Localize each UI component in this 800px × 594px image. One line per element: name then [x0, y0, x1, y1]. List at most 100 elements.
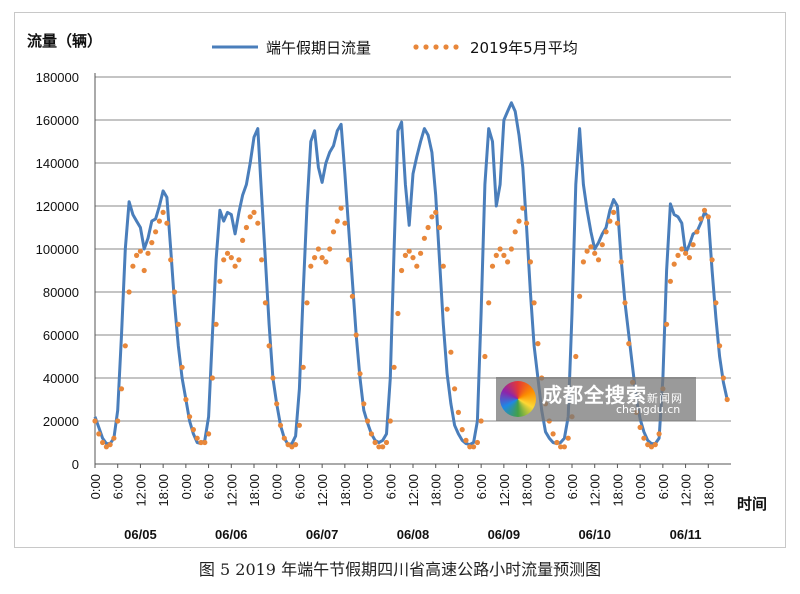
- data-point: [111, 435, 117, 441]
- day-label: 06/06: [215, 527, 248, 542]
- data-point: [421, 235, 427, 241]
- x-tick-label: 0:00: [633, 474, 648, 499]
- data-point: [353, 332, 359, 338]
- labels: 0 20000 40000 60000 80000 100000 120000 140000 1…: [27, 32, 767, 542]
- data-point: [187, 414, 193, 420]
- data-point: [414, 263, 420, 269]
- data-point: [603, 229, 609, 235]
- x-tick-label: 6:00: [565, 474, 580, 499]
- data-point: [368, 431, 374, 437]
- data-point: [96, 431, 102, 437]
- data-point: [648, 444, 655, 450]
- data-point: [376, 444, 382, 450]
- data-point: [251, 209, 257, 215]
- data-point: [694, 229, 700, 235]
- data-point: [149, 240, 155, 246]
- data-point: [100, 439, 106, 446]
- x-tick-label: 6:00: [292, 474, 307, 499]
- data-point: [701, 207, 708, 213]
- data-point: [209, 375, 215, 381]
- x-tick-label: 18:00: [247, 474, 262, 507]
- x-tick-label: 6:00: [383, 474, 398, 499]
- y-tick-label: 80000: [43, 285, 79, 300]
- data-point: [611, 209, 617, 215]
- x-tick-label: 18:00: [610, 474, 625, 507]
- data-point: [274, 401, 280, 407]
- data-point: [164, 220, 170, 226]
- day-label: 06/07: [306, 527, 339, 542]
- data-point: [520, 205, 526, 211]
- data-point: [171, 289, 178, 295]
- legend: 端午假期日流量 2019年5月平均: [212, 39, 578, 57]
- data-point: [565, 435, 571, 441]
- y-axis-title: 流量（辆）: [27, 32, 102, 50]
- data-point: [240, 237, 246, 243]
- data-point: [595, 257, 602, 263]
- legend-swatch-dot: [423, 44, 429, 50]
- legend-label-forecast: 端午假期日流量: [266, 39, 371, 57]
- data-point: [372, 439, 378, 446]
- data-point: [410, 255, 416, 261]
- data-point: [618, 259, 624, 265]
- data-point: [580, 259, 587, 265]
- data-point: [433, 209, 439, 215]
- data-point: [285, 442, 291, 448]
- data-point: [293, 442, 299, 448]
- data-point: [455, 409, 461, 415]
- data-point: [406, 248, 412, 254]
- x-tick-label: 18:00: [701, 474, 716, 507]
- data-point: [198, 439, 204, 446]
- y-tick-label: 160000: [36, 113, 79, 128]
- x-axis-title: 时间: [737, 495, 767, 513]
- data-point: [183, 396, 189, 403]
- data-point: [319, 255, 325, 261]
- y-tick-label: 0: [72, 457, 79, 472]
- data-point: [190, 427, 196, 433]
- x-tick-label: 12:00: [315, 474, 330, 507]
- data-point: [626, 341, 632, 347]
- data-point: [330, 229, 337, 235]
- data-point: [622, 300, 628, 306]
- data-point: [444, 306, 450, 312]
- data-point: [535, 341, 541, 347]
- y-tick-label: 20000: [43, 414, 79, 429]
- data-point: [259, 257, 265, 263]
- y-tick-label: 140000: [36, 156, 79, 171]
- data-point: [160, 209, 166, 215]
- data-point: [592, 250, 598, 256]
- data-point: [202, 439, 208, 446]
- data-point: [217, 278, 223, 284]
- data-point: [463, 437, 469, 443]
- data-point: [402, 252, 408, 258]
- watermark-logo-icon: [500, 381, 536, 417]
- data-point: [573, 353, 579, 360]
- data-point: [717, 343, 723, 349]
- watermark-name: 成都全搜索新闻网: [542, 383, 683, 407]
- data-point: [175, 321, 181, 327]
- data-point: [300, 364, 306, 370]
- data-point: [501, 252, 507, 258]
- data-point: [452, 386, 458, 392]
- x-tick-label: 0:00: [179, 474, 194, 499]
- data-point: [338, 205, 344, 211]
- data-point: [304, 300, 310, 306]
- x-tick-label: 12:00: [133, 474, 148, 507]
- data-point: [395, 310, 401, 317]
- data-point: [679, 246, 685, 252]
- data-point: [713, 300, 719, 306]
- data-point: [550, 431, 556, 437]
- day-label: 06/05: [124, 527, 157, 542]
- y-tick-label: 100000: [36, 242, 79, 257]
- data-point: [243, 224, 249, 231]
- data-point: [92, 418, 98, 424]
- data-point: [512, 229, 518, 235]
- data-point: [308, 263, 314, 269]
- data-point: [194, 435, 200, 441]
- data-point: [527, 259, 534, 265]
- data-point: [614, 220, 621, 226]
- data-point: [281, 435, 287, 441]
- data-point: [448, 349, 454, 355]
- data-point: [724, 396, 730, 403]
- data-point: [118, 386, 125, 392]
